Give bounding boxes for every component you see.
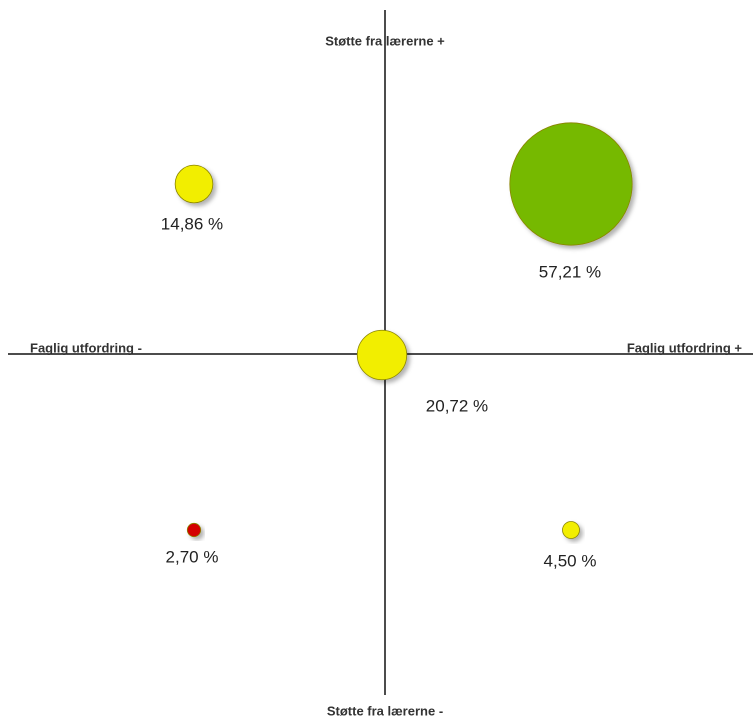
data-label: 2,70 %	[166, 547, 219, 566]
axis-label-top: Støtte fra lærerne +	[325, 33, 445, 48]
axis-label-bottom: Støtte fra lærerne -	[327, 703, 443, 718]
data-label: 4,50 %	[544, 551, 597, 570]
bubble	[174, 164, 214, 204]
data-label: 20,72 %	[426, 396, 488, 415]
data-label: 14,86 %	[161, 214, 223, 233]
bubble	[186, 522, 202, 538]
data-label: 57,21 %	[539, 262, 601, 281]
bubble	[562, 521, 580, 539]
axis-label-left: Faglig utfordring -	[30, 340, 142, 355]
axis-label-right: Faglig utfordring +	[627, 340, 743, 355]
bubble	[509, 122, 633, 246]
bubble	[356, 329, 408, 381]
